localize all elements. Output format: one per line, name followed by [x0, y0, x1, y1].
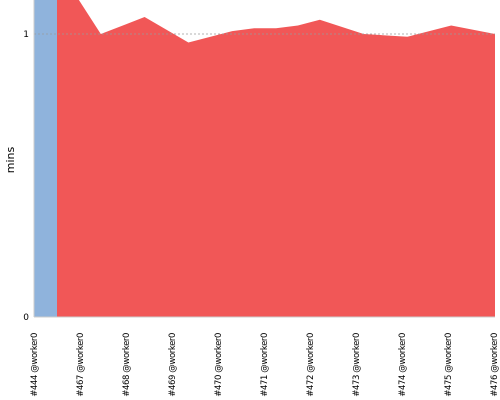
x-tick-label: #476 @worker0	[490, 333, 500, 397]
x-tick-label: #475 @worker0	[444, 333, 454, 397]
x-tick-label: #470 @worker0	[214, 333, 224, 397]
x-tick-label: #471 @worker0	[260, 333, 270, 397]
x-tick-label: #469 @worker0	[168, 333, 178, 397]
x-tick-label: #444 @worker0	[30, 333, 40, 397]
axis-layer: 0 1 #444 @worker0 #467 @worker0 #468 @worker…	[23, 0, 500, 397]
x-tick-label: #467 @worker0	[76, 333, 86, 397]
y-tick-label: 0	[23, 313, 29, 323]
x-tick-label: #474 @worker0	[398, 333, 408, 397]
x-tick-label: #472 @worker0	[306, 333, 316, 397]
area-series-build-duration	[57, 0, 495, 317]
area-series-first-build	[34, 0, 57, 317]
y-tick-label: 1	[23, 30, 29, 40]
series-layer	[34, 0, 495, 317]
x-tick-label: #468 @worker0	[122, 333, 132, 397]
x-tick-label: #473 @worker0	[352, 333, 362, 397]
y-axis-title: mins	[4, 146, 17, 173]
